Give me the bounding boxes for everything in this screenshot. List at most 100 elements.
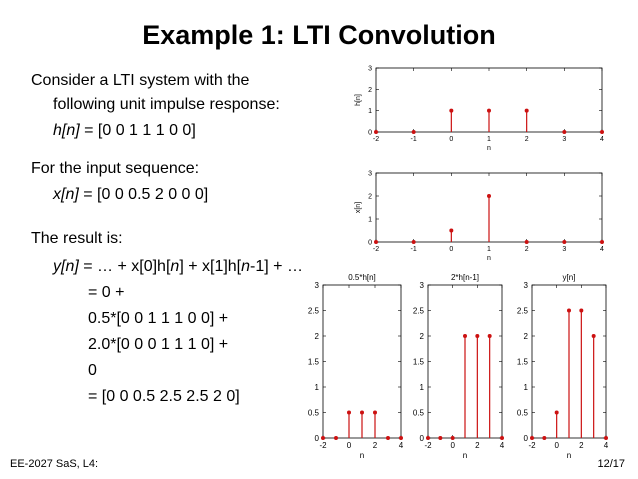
plot-two-h-shifted: 00.511.522.53-2 0 2 4n2*h[n-1] <box>413 273 505 460</box>
y-tick-label: 2.5 <box>308 306 320 315</box>
x-tick-label: 0 <box>449 136 453 143</box>
impulse-response-line: h[n] = [0 0 1 1 1 0 0] <box>53 122 196 140</box>
stem-point <box>475 334 480 338</box>
plot-title: y[n] <box>563 273 576 282</box>
stem-point <box>449 228 454 233</box>
plot-half-h: 00.511.522.53-2 0 2 4n0.5*h[n] <box>308 273 404 460</box>
text-line-6: The result is: <box>31 230 123 247</box>
plot-h: 0 1 2 3 -2 -1 0 1 2 3 4 n h[n] <box>355 65 604 152</box>
x-tick-label: 1 <box>487 246 491 253</box>
y-tick-label: 2.5 <box>517 306 529 315</box>
x-tick-label: -1 <box>411 136 417 143</box>
y-tick-label: 0.5 <box>413 408 425 417</box>
x-axis-label: n <box>487 255 491 262</box>
result-line-4: 0 <box>88 362 97 379</box>
x-tick-label: 4 <box>600 246 604 253</box>
x-axis-label: n <box>463 451 467 460</box>
y-axis-label: x[n] <box>355 202 362 213</box>
eq-part-2: ] + x[1]h[ <box>179 258 242 275</box>
stem-point <box>438 436 443 440</box>
x-tick-label: -2 <box>373 136 379 143</box>
y-tick-label: 0 <box>315 434 320 443</box>
y-tick-label: 0 <box>420 434 425 443</box>
h-symbol: h[n] <box>53 122 80 139</box>
footer-page-number: 12/17 <box>597 458 625 470</box>
x-tick-label: 3 <box>562 136 566 143</box>
x-axis-label: n <box>360 451 364 460</box>
stem-point <box>373 410 377 415</box>
input-sequence-line: x[n] = [0 0 0.5 2 0 0 0] <box>53 186 208 204</box>
stem-point <box>386 436 390 440</box>
eq-part-3: -1] + … <box>250 258 303 275</box>
x-axis-label: n <box>567 451 571 460</box>
y-tick-label: 3 <box>368 170 372 177</box>
y-tick-label: 0.5 <box>308 408 320 417</box>
stem-point <box>321 436 325 440</box>
x-values: = [0 0 0.5 2 0 0 0] <box>78 186 209 203</box>
stem-point <box>562 130 567 134</box>
stem-point <box>360 410 364 415</box>
y-tick-label: 3 <box>315 281 320 290</box>
stem-point <box>450 436 455 440</box>
x-tick-label: 1 <box>487 136 491 143</box>
stem-point <box>487 334 492 338</box>
plot-title: 0.5*h[n] <box>348 273 376 282</box>
x-tick-label: -1 <box>411 246 417 253</box>
y-tick-label: 3 <box>420 281 425 290</box>
stem-point <box>579 308 584 313</box>
y-tick-label: 1 <box>368 108 372 115</box>
stem-point <box>411 130 416 134</box>
y-tick-label: 0 <box>368 129 372 136</box>
stem-point <box>374 240 378 244</box>
x-tick-label: 2 <box>579 441 584 450</box>
slide-title: Example 1: LTI Convolution <box>142 20 496 50</box>
y-tick-label: 1.5 <box>308 357 320 366</box>
y-tick-label: 1.5 <box>413 357 425 366</box>
y-axis-label: h[n] <box>355 94 362 106</box>
y-tick-label: 3 <box>368 65 372 72</box>
x-tick-label: 4 <box>604 441 609 450</box>
plot-x: 0 1 2 3 -2 -1 0 1 2 3 4 n x[n] <box>355 170 604 262</box>
x-tick-label: 2 <box>475 441 480 450</box>
text-line-4: For the input sequence: <box>31 160 200 177</box>
stem-point <box>600 130 604 134</box>
x-tick-label: 2 <box>525 136 529 143</box>
x-tick-label: 0 <box>449 246 453 253</box>
stem-point <box>500 436 504 440</box>
text-line-2: following unit impulse response: <box>53 96 280 113</box>
y-tick-label: 2 <box>315 332 320 341</box>
y-tick-label: 2 <box>524 332 529 341</box>
stem-point <box>524 240 529 244</box>
result-line-1: = 0 + <box>88 284 125 301</box>
result-line-5: = [0 0 0.5 2.5 2.5 2 0] <box>88 388 240 405</box>
x-tick-label: 0 <box>554 441 559 450</box>
y-tick-label: 2 <box>420 332 425 341</box>
stem-point <box>449 108 454 113</box>
x-tick-label: -2 <box>424 441 432 450</box>
x-tick-label: 3 <box>562 246 566 253</box>
x-tick-label: 4 <box>500 441 505 450</box>
stem-point <box>487 194 491 198</box>
x-tick-label: -2 <box>528 441 536 450</box>
y-tick-label: 2 <box>368 87 372 94</box>
stem-point <box>591 334 596 338</box>
stem-point <box>524 108 529 113</box>
y-symbol: y[n] <box>53 258 79 275</box>
eq-n-2: n <box>241 258 251 275</box>
text-line-1: Consider a LTI system with the <box>31 72 250 89</box>
footer-course: EE-2027 SaS, L4: <box>10 458 99 470</box>
y-tick-label: 2 <box>368 193 372 200</box>
eq-n-1: n <box>170 258 180 275</box>
h-values: = [0 0 1 1 1 0 0] <box>79 122 196 139</box>
plot-y: 00.511.522.53-2 0 2 4ny[n] <box>517 273 609 460</box>
y-tick-label: 1 <box>420 383 425 392</box>
y-tick-label: 1.5 <box>517 357 529 366</box>
stem-point <box>399 436 403 440</box>
stem-point <box>604 436 608 440</box>
x-tick-label: 4 <box>600 136 604 143</box>
stem-point <box>347 410 351 415</box>
y-tick-label: 3 <box>524 281 529 290</box>
x-tick-label: 4 <box>399 441 404 450</box>
x-tick-label: -2 <box>373 246 379 253</box>
